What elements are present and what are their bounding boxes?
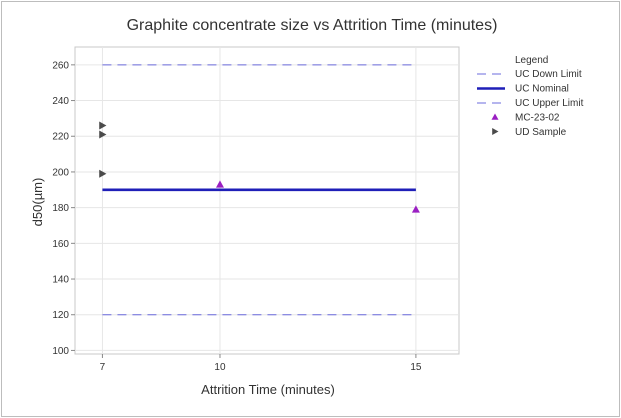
x-axis-ticks: 7 10 15 — [100, 354, 422, 373]
legend: Legend UC Down Limit UC Nominal UC Upper L… — [477, 55, 584, 138]
x-tick-label: 10 — [214, 362, 226, 373]
x-axis-label: Attrition Time (minutes) — [201, 382, 335, 397]
data-point — [411, 205, 420, 213]
legend-label: MC-23-02 — [515, 113, 560, 124]
y-tick-label: 220 — [52, 132, 69, 143]
data-point — [99, 169, 107, 178]
y-axis-ticks: 100 120 140 160 180 200 220 240 260 — [52, 60, 75, 357]
legend-title: Legend — [515, 55, 548, 66]
legend-marker — [491, 113, 499, 120]
x-tick-label: 15 — [410, 362, 422, 373]
y-tick-label: 240 — [52, 96, 69, 107]
y-tick-label: 260 — [52, 60, 69, 71]
x-tick-label: 7 — [100, 362, 106, 373]
y-tick-label: 200 — [52, 167, 69, 178]
legend-label: UC Nominal — [515, 84, 569, 95]
legend-label: UC Upper Limit — [515, 98, 584, 109]
data-point — [99, 130, 107, 139]
y-tick-label: 160 — [52, 239, 69, 250]
data-point — [215, 180, 224, 188]
data-point — [99, 121, 107, 130]
y-tick-label: 140 — [52, 275, 69, 286]
y-tick-label: 180 — [52, 203, 69, 214]
reference-lines — [102, 64, 416, 316]
legend-label: UD Sample — [515, 127, 567, 138]
data-points — [99, 121, 420, 213]
legend-label: UC Down Limit — [515, 69, 582, 80]
plot-area — [74, 46, 460, 355]
y-tick-label: 120 — [52, 310, 69, 321]
chart-title: Graphite concentrate size vs Attrition T… — [127, 17, 498, 34]
y-axis-label: d50(µm) — [30, 178, 45, 227]
y-tick-label: 100 — [52, 346, 69, 357]
legend-marker — [492, 128, 499, 135]
